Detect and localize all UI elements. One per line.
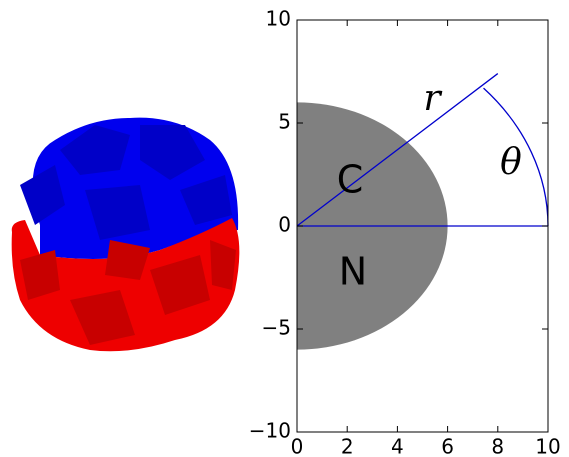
x-tick-label: 10 (535, 435, 560, 457)
x-tick-label: 2 (341, 435, 354, 457)
angle-label: θ (500, 142, 522, 183)
y-tick-label: 10 (266, 7, 291, 31)
y-tick-label: −10 (249, 419, 291, 443)
y-tick-label: 5 (278, 110, 291, 134)
cluster-render (12, 118, 240, 352)
x-tick-label: 4 (391, 435, 404, 457)
page: 0246810−10−50510 C N r θ (() => { const … (0, 0, 569, 457)
radius-label: r (423, 78, 442, 119)
y-tick-label: −5 (262, 316, 291, 340)
figure: 0 2 4 6 8 10 −10 −5 0 5 10 C N r θ (0, 0, 569, 457)
x-tick-label: 0 (291, 435, 304, 457)
region-label: N (339, 250, 367, 294)
plot: 0 2 4 6 8 10 −10 −5 0 5 10 (249, 7, 561, 457)
x-tick-label: 8 (491, 435, 504, 457)
y-tick-label: 0 (278, 213, 291, 237)
x-tick-label: 6 (441, 435, 454, 457)
region-label: C (337, 158, 364, 202)
